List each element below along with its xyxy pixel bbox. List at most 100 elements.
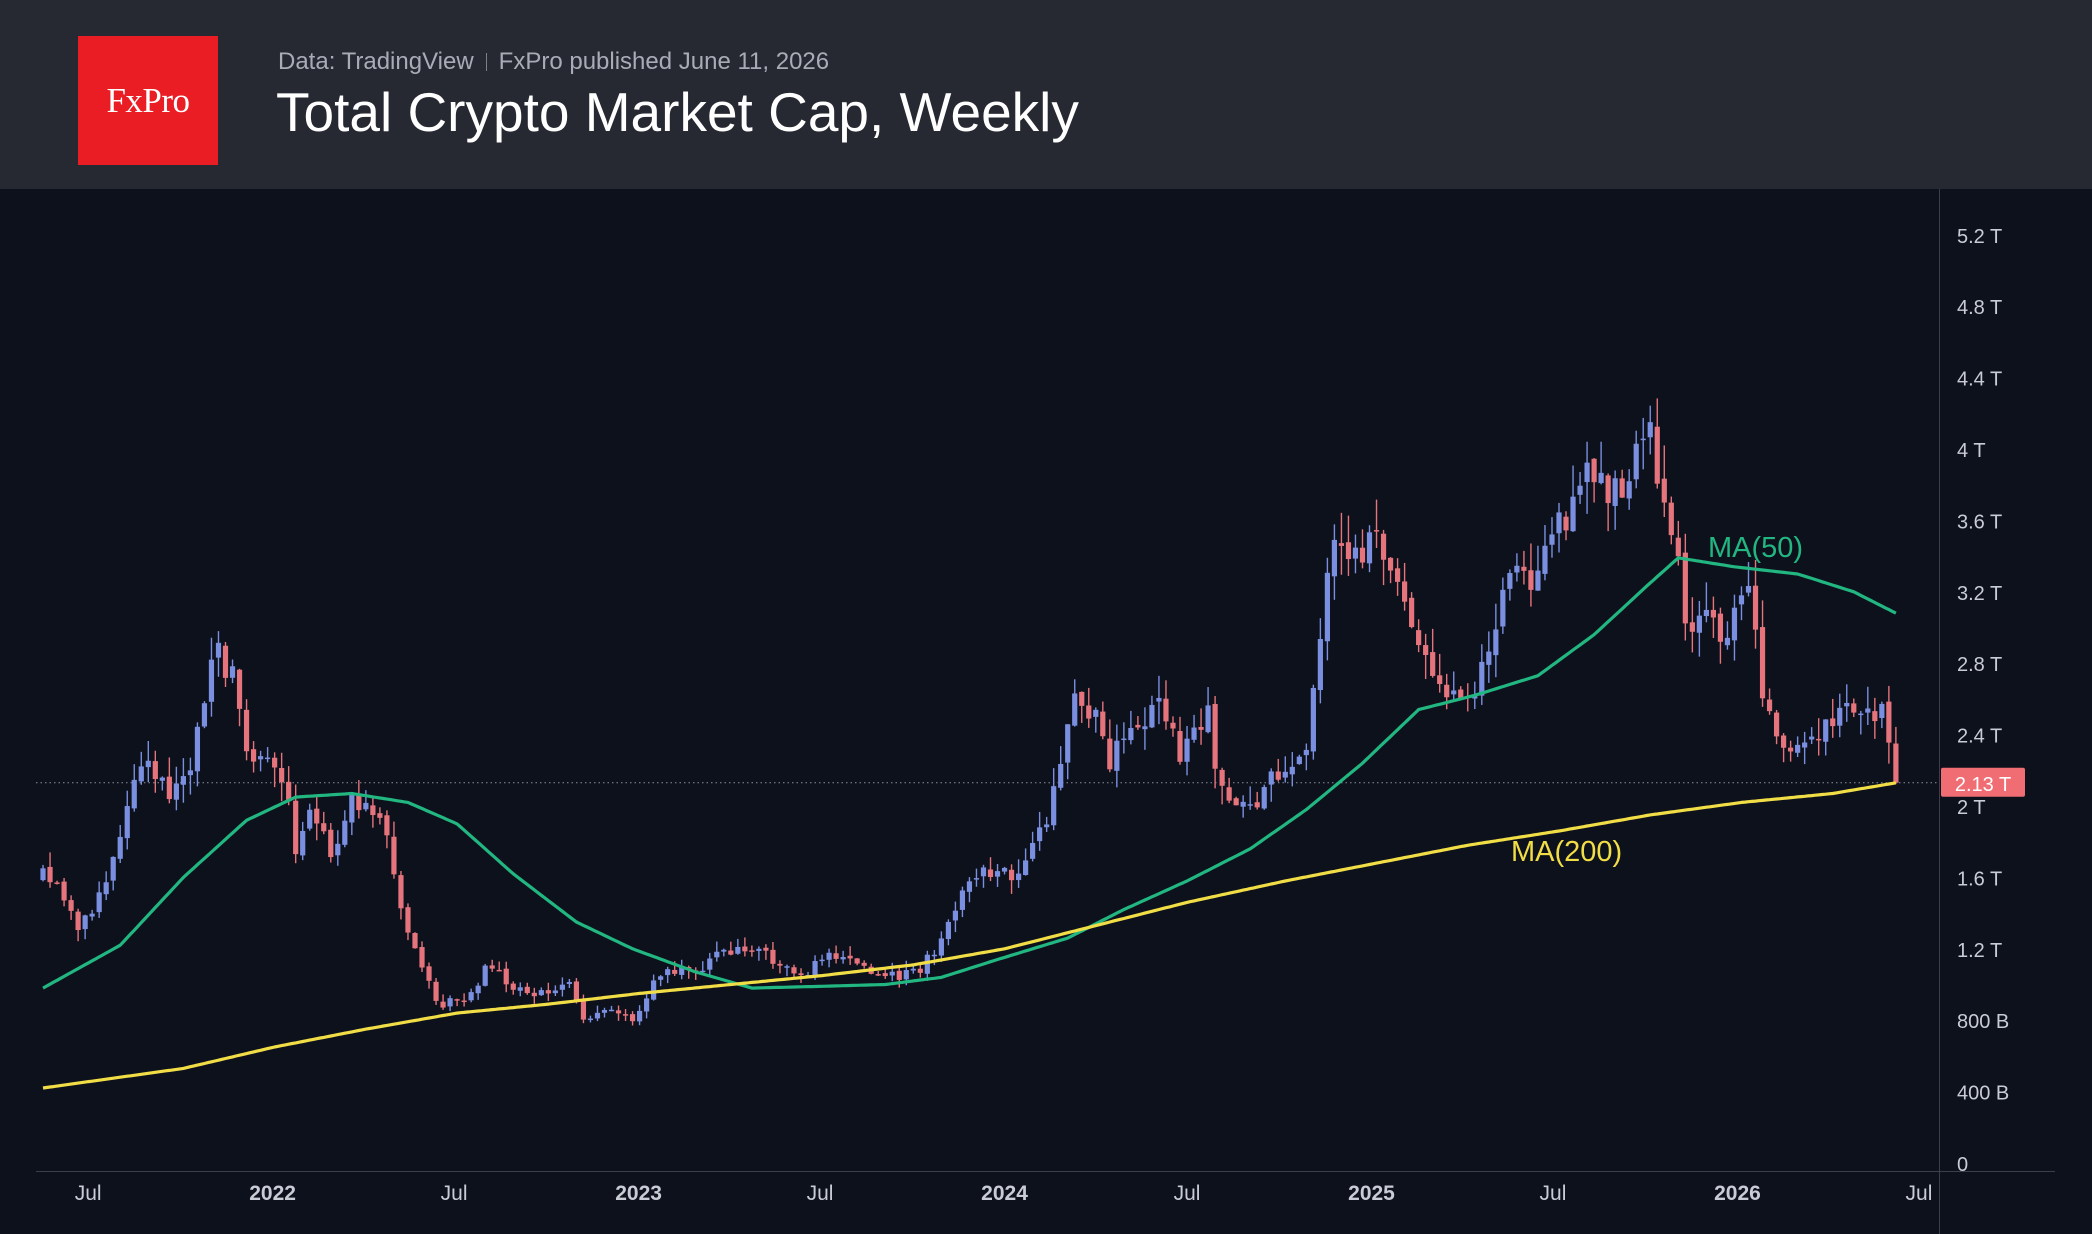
- candle-body: [243, 709, 250, 752]
- candle-body: [615, 1010, 622, 1014]
- candle-body: [777, 963, 783, 966]
- candles: [40, 398, 1899, 1026]
- candle-body: [742, 946, 748, 952]
- candle-body: [1409, 597, 1415, 628]
- candle-body: [1212, 703, 1218, 769]
- candle-body: [636, 1010, 643, 1022]
- candle-body: [840, 956, 846, 960]
- candle-body: [672, 969, 678, 974]
- x-tick-label: Jul: [807, 1182, 834, 1205]
- candle-body: [931, 954, 937, 957]
- y-tick-label: 4.8 T: [1957, 297, 2002, 319]
- candle-body: [145, 760, 151, 768]
- candle-body: [1458, 689, 1464, 700]
- candle-body: [538, 990, 544, 996]
- candle-body: [1303, 749, 1309, 756]
- chart-subtitle: Data: TradingView FxPro published June 1…: [278, 48, 829, 76]
- candle-body: [1444, 684, 1450, 698]
- candle-body: [1605, 475, 1611, 504]
- y-tick-label: 1.2 T: [1957, 940, 2002, 962]
- ma50-line: [42, 556, 1897, 990]
- candle-body: [61, 881, 67, 901]
- candle-body: [910, 968, 916, 971]
- candle-body: [496, 969, 502, 972]
- candle-body: [482, 965, 488, 986]
- candle-body: [1612, 478, 1618, 506]
- candle-body: [1416, 630, 1422, 646]
- candle-body: [1205, 705, 1211, 733]
- candle-body: [54, 882, 60, 884]
- candle-body: [791, 967, 797, 974]
- candle-body: [96, 892, 102, 913]
- candle-body: [1633, 443, 1639, 480]
- candle-body: [461, 1000, 467, 1003]
- y-tick-label: 2 T: [1957, 797, 1986, 819]
- candle-body: [1493, 629, 1499, 656]
- candle-body: [68, 900, 74, 911]
- candle-body: [82, 915, 88, 930]
- candle-body: [152, 761, 158, 780]
- candle-body: [1072, 693, 1078, 726]
- candle-body: [1830, 718, 1836, 727]
- candle-body: [1724, 637, 1731, 646]
- y-tick-label: 4 T: [1957, 440, 1986, 462]
- candle-body: [1170, 722, 1176, 729]
- published-date: FxPro published June 11, 2026: [498, 48, 830, 75]
- candle-body: [980, 867, 987, 877]
- candle-body: [1486, 651, 1492, 665]
- y-tick-label: 3.2 T: [1957, 583, 2002, 605]
- y-tick-label: 2.4 T: [1957, 726, 2002, 748]
- candle-body: [861, 962, 867, 966]
- candle-body: [1802, 742, 1808, 748]
- candle-body: [363, 802, 369, 810]
- candle-body: [1865, 708, 1871, 713]
- candle-body: [1773, 712, 1780, 737]
- candle-body: [1837, 707, 1843, 726]
- candle-body: [1717, 613, 1724, 642]
- candle-body: [419, 947, 425, 968]
- candle-body: [1366, 532, 1373, 564]
- candle-body: [1816, 738, 1822, 741]
- candle-body: [1008, 869, 1015, 881]
- candle-body: [1577, 485, 1583, 495]
- y-tick-label: 1.6 T: [1957, 868, 2002, 890]
- candle-body: [812, 961, 818, 976]
- candle-body: [250, 749, 257, 762]
- candle-body: [1001, 867, 1008, 872]
- ma200-label: MA(200): [1511, 836, 1622, 868]
- candle-body: [917, 968, 923, 973]
- x-tick-label: Jul: [1174, 1182, 1201, 1205]
- candle-body: [1809, 736, 1815, 740]
- data-source: Data: TradingView: [278, 48, 474, 75]
- candle-body: [573, 981, 580, 1001]
- candle-body: [1079, 691, 1085, 706]
- candle-body: [1240, 801, 1246, 807]
- candle-body: [644, 998, 650, 1012]
- candle-body: [594, 1012, 601, 1019]
- candle-body: [307, 809, 313, 829]
- ma50-label: MA(50): [1708, 532, 1803, 564]
- candle-body: [587, 1018, 594, 1021]
- candle-body: [328, 829, 334, 858]
- candle-body: [1275, 771, 1281, 780]
- candle-body: [447, 998, 453, 1007]
- candle-body: [903, 970, 909, 980]
- candle-body: [300, 830, 306, 856]
- candle-body: [517, 987, 523, 991]
- candle-body: [349, 793, 355, 823]
- candle-body: [75, 911, 81, 931]
- logo-text: FxPro: [106, 80, 190, 120]
- candle-body: [117, 836, 123, 859]
- candle-body: [356, 794, 362, 811]
- candle-body: [700, 970, 706, 973]
- candle-body: [756, 948, 762, 951]
- candle-body: [749, 950, 755, 952]
- candle-body: [1745, 586, 1752, 593]
- candle-body: [1598, 472, 1604, 484]
- candle-body: [1226, 787, 1232, 801]
- candle-body: [370, 805, 376, 816]
- candle-body: [707, 958, 713, 970]
- candle-body: [1086, 705, 1092, 719]
- moving-averages: MA(50) MA(200): [42, 532, 1897, 1090]
- last-price-label: 2.13 T: [1955, 774, 2011, 796]
